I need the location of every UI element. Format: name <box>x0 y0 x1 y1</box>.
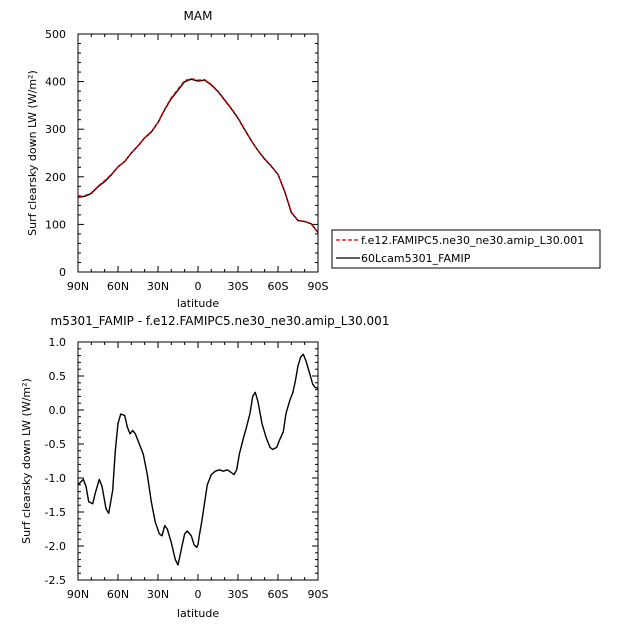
top-plot-frame <box>77 33 319 273</box>
top-series-line-1 <box>77 77 319 233</box>
top-y-axis-title: Surf clearsky down LW (W/m²) <box>26 70 39 236</box>
top-x-axis-title: latitude <box>177 297 219 310</box>
top-y-tick-label: 200 <box>45 171 66 184</box>
bottom-y-tick-label: -0.5 <box>45 438 66 451</box>
bottom-x-tick-label: 60S <box>268 588 289 601</box>
top-legend: f.e12.FAMIPC5.ne30_ne30.amip_L30.001 60L… <box>331 229 601 269</box>
bottom-y-tick-label: 1.0 <box>49 336 67 349</box>
top-y-tick-label: 500 <box>45 28 66 41</box>
legend-label-series-1: f.e12.FAMIPC5.ne30_ne30.amip_L30.001 <box>361 234 584 247</box>
bottom-y-tick-label: -2.0 <box>45 540 66 553</box>
bottom-x-tick-label: 0 <box>195 588 202 601</box>
bottom-y-tick-label: -2.5 <box>45 574 66 587</box>
top-legend-box <box>331 229 601 269</box>
bottom-chart-title: m5301_FAMIP - f.e12.FAMIPC5.ne30_ne30.am… <box>51 314 390 328</box>
top-x-tick-label: 90S <box>308 280 329 293</box>
bottom-line-chart: m5301_FAMIP - f.e12.FAMIPC5.ne30_ne30.am… <box>20 314 389 620</box>
top-x-tick-label: 90N <box>67 280 89 293</box>
top-y-tick-label: 300 <box>45 123 66 136</box>
top-y-tick-label: 400 <box>45 76 66 89</box>
bottom-y-axis-title: Surf clearsky down LW (W/m²) <box>20 378 33 544</box>
bottom-y-tick-label: 0.0 <box>49 404 67 417</box>
top-x-tick-label: 60S <box>268 280 289 293</box>
bottom-x-tick-label: 90S <box>308 588 329 601</box>
bottom-x-axis-title: latitude <box>177 607 219 620</box>
bottom-x-tick-label: 90N <box>67 588 89 601</box>
top-x-tick-label: 0 <box>195 280 202 293</box>
bottom-plot-frame <box>77 341 319 581</box>
top-x-tick-label: 60N <box>107 280 129 293</box>
legend-label-series-2: 60Lcam5301_FAMIP <box>361 252 471 265</box>
top-line-chart: MAM 90N 60N 30N 0 30S 60S 90S0100200300400500 … <box>26 9 601 310</box>
top-y-tick-label: 100 <box>45 218 66 231</box>
top-x-tick-label: 30S <box>228 280 249 293</box>
bottom-y-tick-label: -1.5 <box>45 506 66 519</box>
bottom-series-line-1 <box>77 353 319 566</box>
top-y-tick-label: 0 <box>59 266 66 279</box>
bottom-x-tick-label: 30S <box>228 588 249 601</box>
bottom-y-tick-label: -1.0 <box>45 472 66 485</box>
bottom-x-tick-label: 30N <box>147 588 169 601</box>
bottom-y-tick-label: 0.5 <box>49 370 67 383</box>
top-x-tick-label: 30N <box>147 280 169 293</box>
top-chart-title: MAM <box>184 9 213 23</box>
bottom-x-tick-label: 60N <box>107 588 129 601</box>
